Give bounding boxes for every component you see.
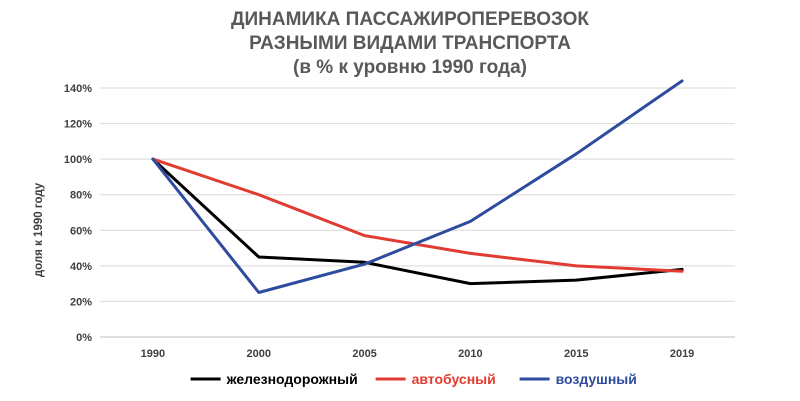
x-tick-label: 2005 [352,348,376,360]
y-axis-ticks: 0% 20% 40% 60% 80% 100% 120% 140% [64,83,92,344]
x-tick-label: 1990 [141,348,165,360]
y-tick-label: 80% [70,190,92,202]
y-tick-label: 20% [70,296,92,308]
x-tick-label: 2000 [247,348,271,360]
legend-item-2: автобусный [375,371,496,387]
series-line-3 [151,79,684,294]
series-line-2 [151,157,684,273]
y-tick-label: 120% [64,119,92,131]
x-tick-label: 2010 [458,348,482,360]
legend-label: железнодорожный [226,371,358,387]
legend-item-3: воздушный [519,371,637,387]
legend-label: воздушный [556,371,637,387]
series-lines [151,79,684,294]
chart-title: ДИНАМИКА ПАССАЖИРОПЕРЕВОЗОК РАЗНЫМИ ВИДА… [231,9,589,78]
chart-subtitle: (в % к уровню 1990 года) [293,57,527,78]
y-axis-label: доля к 1990 году [33,182,45,277]
y-tick-label: 40% [70,261,92,273]
y-tick-label: 0% [76,332,92,344]
legend-label: автобусный [412,371,496,387]
x-axis-ticks: 1990 2000 2005 2010 2015 2019 [141,348,695,360]
y-tick-label: 100% [64,154,92,166]
legend: железнодорожный автобусный воздушный [190,371,637,387]
chart-title-line-2: РАЗНЫМИ ВИДАМИ ТРАНСПОРТА [249,33,571,54]
x-tick-label: 2019 [670,348,694,360]
y-tick-label: 60% [70,225,92,237]
legend-item-1: железнодорожный [190,371,358,387]
x-tick-label: 2015 [564,348,588,360]
series-line-1 [151,157,684,286]
y-tick-label: 140% [64,83,92,95]
chart-title-line-1: ДИНАМИКА ПАССАЖИРОПЕРЕВОЗОК [231,9,589,30]
grid-lines [100,87,735,338]
